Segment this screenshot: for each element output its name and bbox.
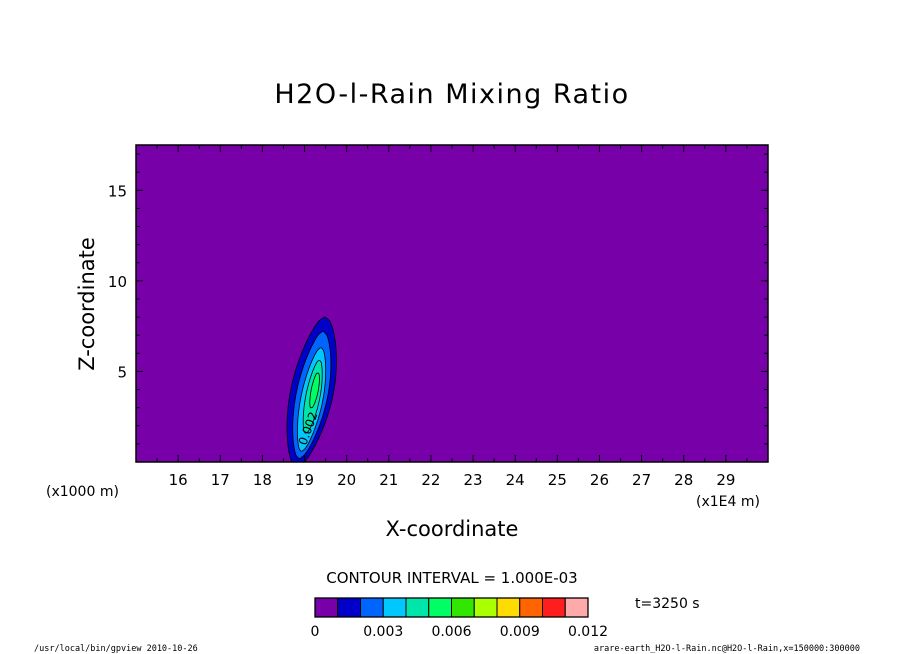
x-tick-label: 29 xyxy=(716,471,735,489)
contour-interval-label: CONTOUR INTERVAL = 1.000E-03 xyxy=(326,569,577,587)
x-unit-left-label: (x1000 m) xyxy=(46,484,119,500)
colorbar-swatch xyxy=(314,597,339,618)
plot-background xyxy=(136,145,768,462)
y-axis-label: Z-coordinate xyxy=(75,237,99,371)
x-tick-label: 20 xyxy=(337,471,356,489)
colorbar-swatch xyxy=(564,597,589,618)
x-tick-label: 28 xyxy=(674,471,693,489)
footer-left: /usr/local/bin/gpview 2010-10-26 xyxy=(34,644,198,654)
x-axis-label: X-coordinate xyxy=(386,517,519,541)
time-label: t=3250 s xyxy=(635,596,700,612)
colorbar-frame xyxy=(314,597,589,618)
footer-right: arare-earth_H2O-l-Rain.nc@H2O-l-Rain,x=1… xyxy=(594,644,860,654)
y-tick-label: 5 xyxy=(117,363,127,381)
x-tick-label: 19 xyxy=(295,471,314,489)
colorbar-swatch xyxy=(496,597,521,618)
colorbar-swatch xyxy=(405,597,430,618)
colorbar xyxy=(314,597,589,618)
x-tick-label: 27 xyxy=(632,471,651,489)
colorbar-tick-labels: 0 0.003 0.006 0.009 0.012 xyxy=(311,624,609,640)
x-tick-label: 22 xyxy=(421,471,440,489)
colorbar-swatch xyxy=(473,597,498,618)
colorbar-swatch xyxy=(519,597,543,618)
colorbar-swatch xyxy=(451,597,475,618)
y-tick-labels: 5 10 15 xyxy=(108,182,127,381)
colorbar-tick-label: 0 xyxy=(311,624,320,640)
colorbar-tick-label: 0.003 xyxy=(363,624,403,640)
x-tick-label: 17 xyxy=(211,471,230,489)
colorbar-tick-label: 0.009 xyxy=(500,624,540,640)
x-tick-label: 25 xyxy=(548,471,567,489)
y-tick-label: 10 xyxy=(108,273,127,291)
x-tick-label: 23 xyxy=(464,471,483,489)
x-tick-label: 21 xyxy=(379,471,398,489)
x-tick-labels: 16 17 18 19 20 21 22 23 24 25 26 27 28 29 xyxy=(169,471,736,489)
x-tick-label: 16 xyxy=(169,471,188,489)
x-tick-label: 18 xyxy=(253,471,272,489)
colorbar-swatch xyxy=(428,597,452,618)
colorbar-tick-label: 0.006 xyxy=(431,624,471,640)
colorbar-swatch xyxy=(382,597,407,618)
chart-title: H2O-l-Rain Mixing Ratio xyxy=(274,79,629,110)
colorbar-swatch xyxy=(337,597,361,618)
axis-ticks xyxy=(136,145,768,462)
x-tick-label: 26 xyxy=(590,471,609,489)
contour-level-5 xyxy=(309,372,320,409)
colorbar-swatch xyxy=(360,597,384,618)
colorbar-tick-label: 0.012 xyxy=(568,624,608,640)
y-tick-label: 15 xyxy=(108,182,127,200)
x-unit-right-label: (x1E4 m) xyxy=(696,494,760,510)
x-tick-label: 24 xyxy=(506,471,525,489)
colorbar-swatch xyxy=(542,597,566,618)
rain-contours xyxy=(286,316,337,462)
